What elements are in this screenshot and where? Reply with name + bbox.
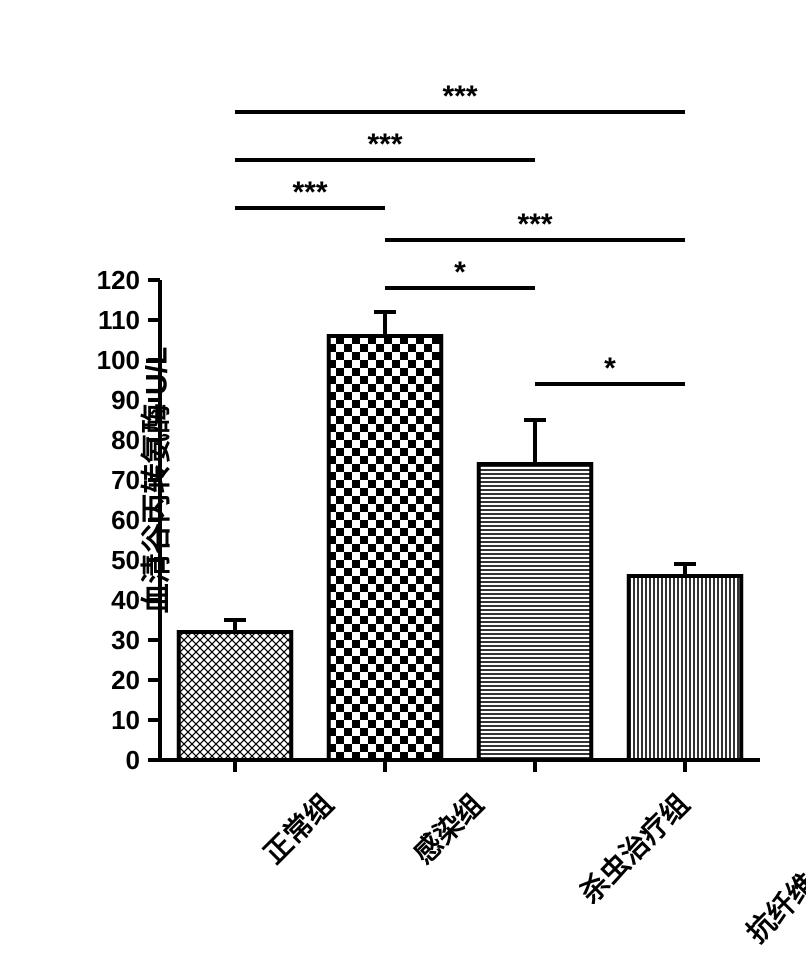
svg-text:***: *** xyxy=(367,128,402,161)
svg-text:30: 30 xyxy=(111,625,140,655)
svg-text:20: 20 xyxy=(111,665,140,695)
y-axis-label: 血清谷丙转氨酶 U/L xyxy=(131,347,175,614)
svg-text:110: 110 xyxy=(98,305,140,335)
chart-container: 0102030405060708090100110120************… xyxy=(0,0,806,953)
svg-text:10: 10 xyxy=(111,705,140,735)
svg-text:*: * xyxy=(454,256,466,289)
svg-text:*: * xyxy=(604,352,616,385)
svg-text:120: 120 xyxy=(97,265,140,295)
svg-text:0: 0 xyxy=(126,745,140,775)
svg-text:***: *** xyxy=(442,80,477,113)
svg-text:***: *** xyxy=(517,208,552,241)
svg-text:***: *** xyxy=(292,176,327,209)
